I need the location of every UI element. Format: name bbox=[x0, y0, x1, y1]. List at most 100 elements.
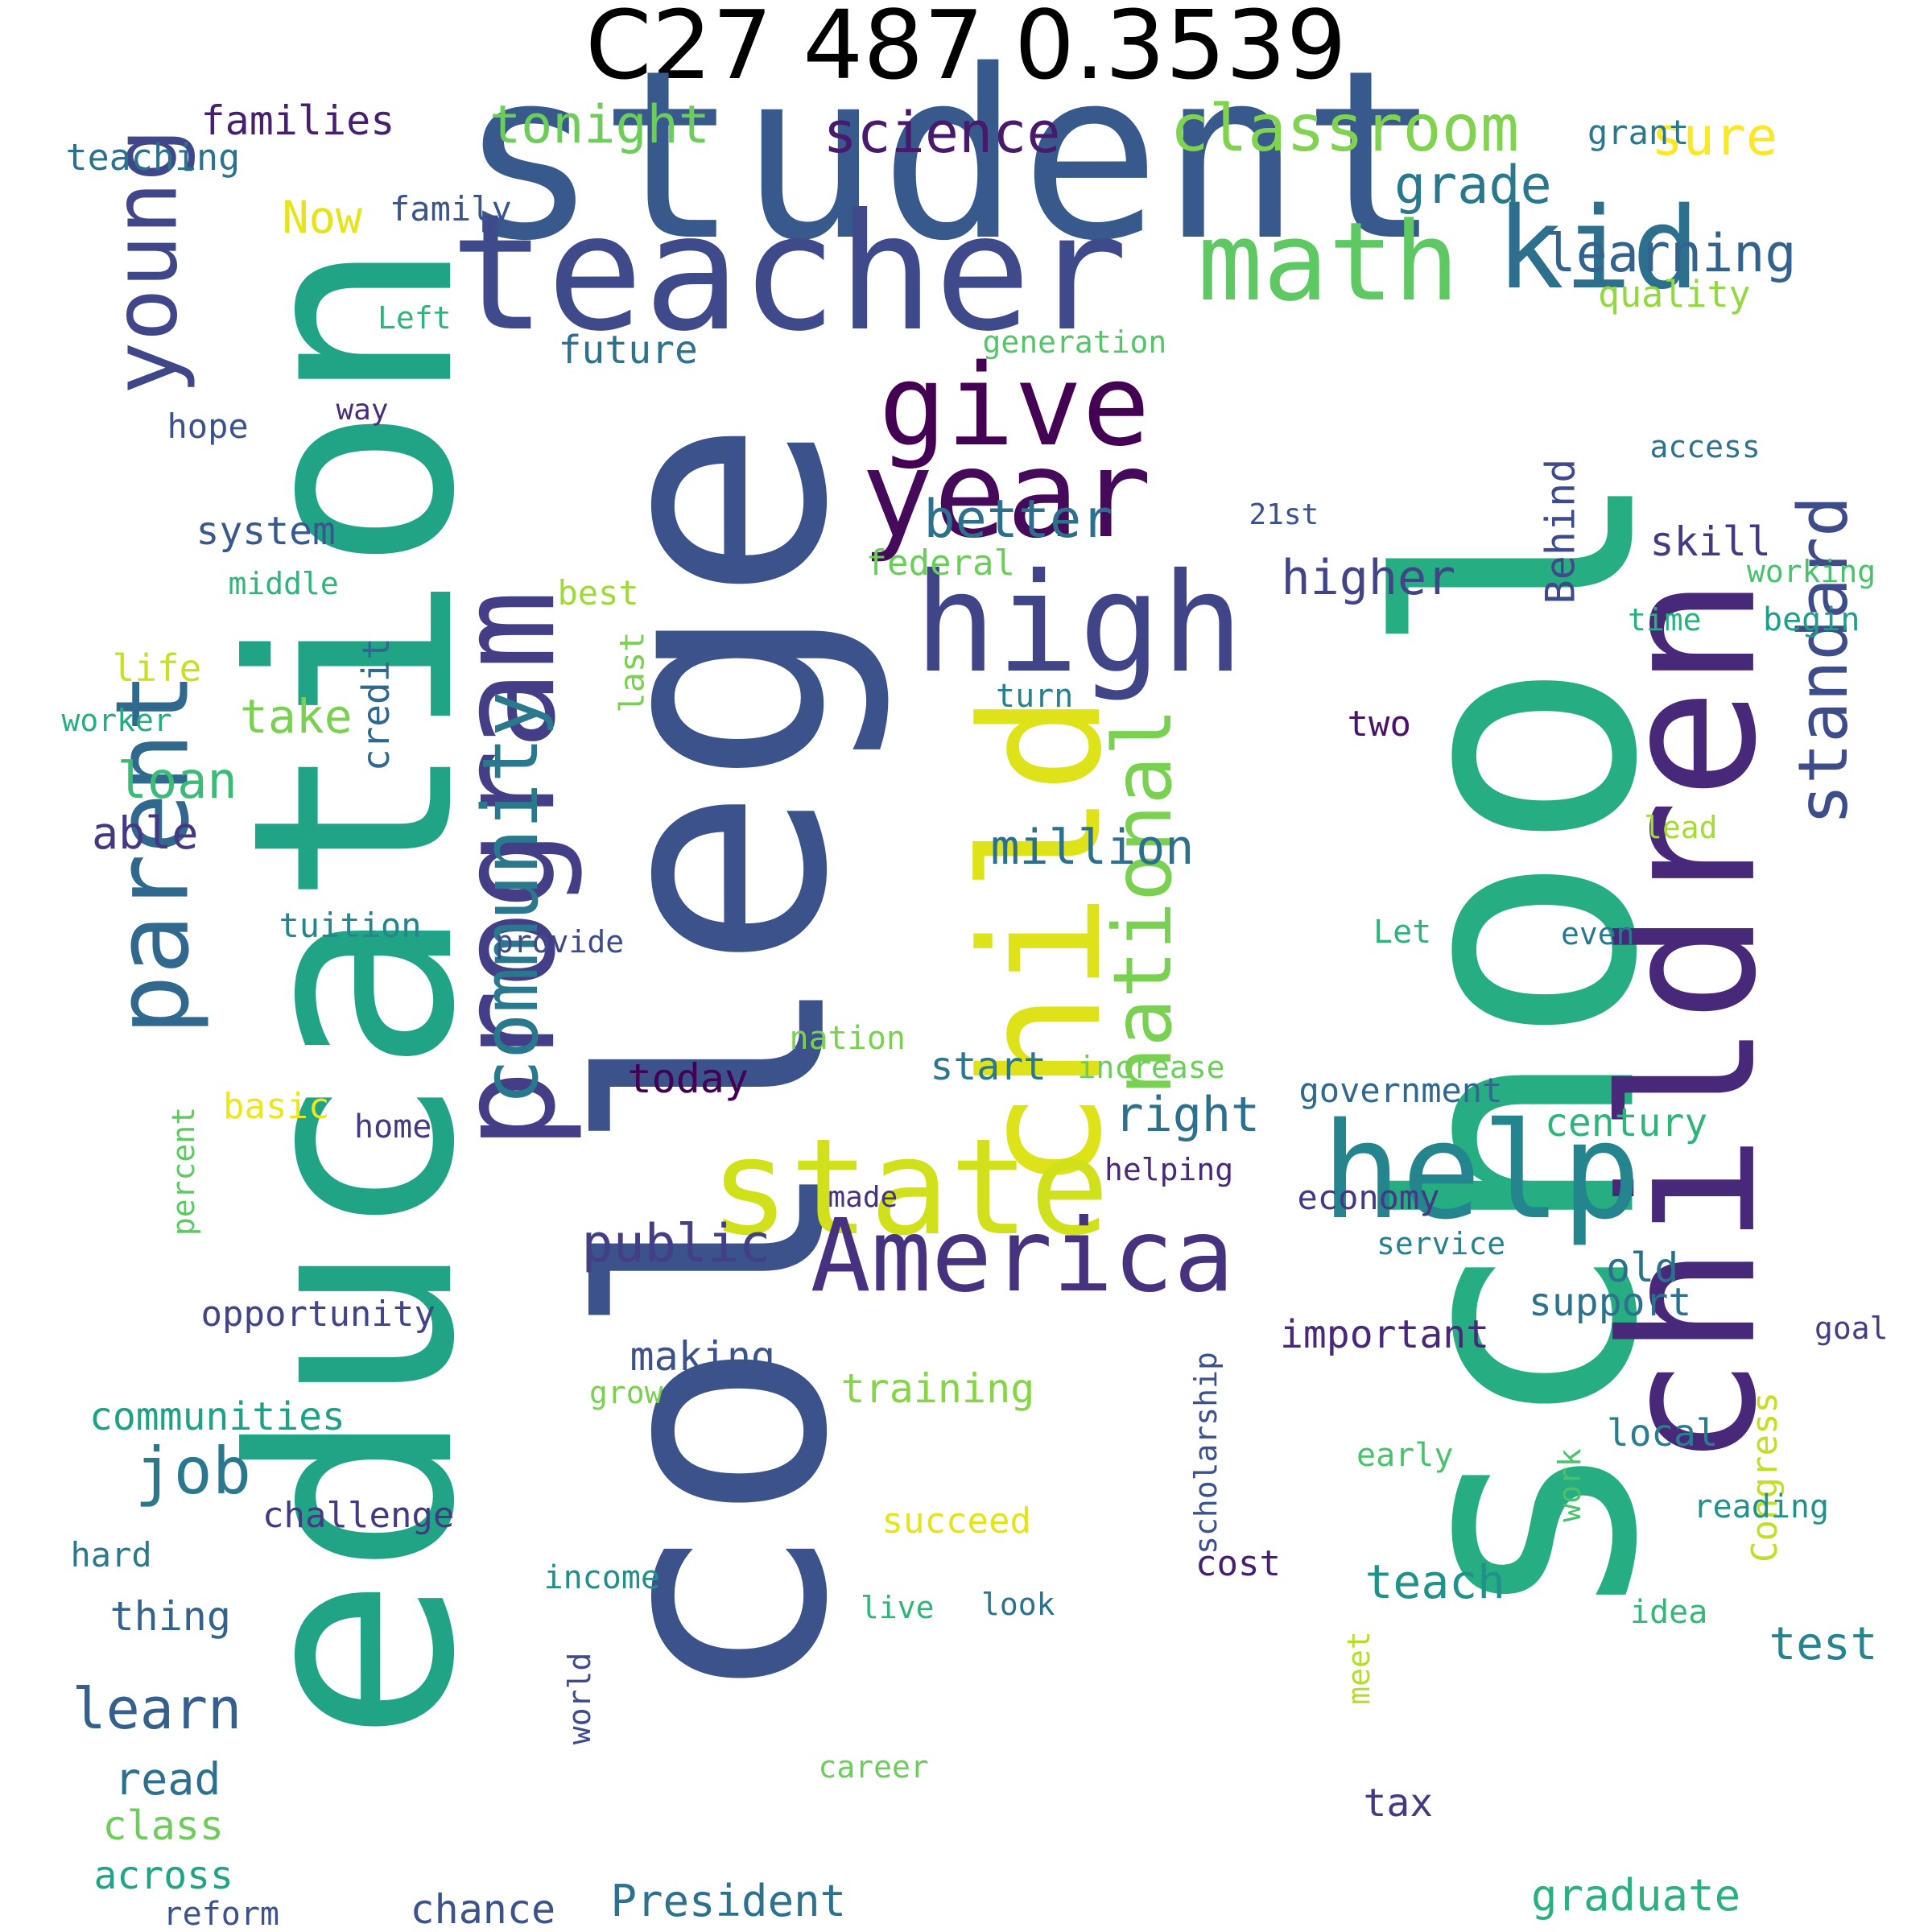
word-learning: learning bbox=[1544, 223, 1797, 284]
word-sure: sure bbox=[1651, 106, 1778, 167]
word-standard: standard bbox=[1783, 495, 1864, 825]
word-percent: percent bbox=[166, 1106, 202, 1236]
word-president: President bbox=[610, 1876, 847, 1926]
word-hope: hope bbox=[167, 407, 249, 446]
word-quality: quality bbox=[1598, 272, 1751, 316]
word-help: help bbox=[1321, 1093, 1641, 1249]
word-hard: hard bbox=[70, 1535, 152, 1575]
word-best: best bbox=[557, 573, 639, 613]
word-test: test bbox=[1769, 1618, 1878, 1670]
word-century: century bbox=[1545, 1100, 1708, 1146]
word-let: Let bbox=[1373, 914, 1432, 951]
word-two: two bbox=[1347, 704, 1411, 745]
word-service: service bbox=[1377, 1226, 1506, 1261]
word-last: last bbox=[612, 631, 652, 713]
word-working: working bbox=[1747, 554, 1876, 589]
word-middle: middle bbox=[228, 566, 339, 601]
word-teach: teach bbox=[1364, 1554, 1506, 1609]
word-chance: chance bbox=[410, 1886, 556, 1932]
word-challenge: challenge bbox=[262, 1495, 455, 1536]
word-left: Left bbox=[378, 300, 452, 336]
word-grow: grow bbox=[589, 1375, 663, 1410]
word-job: job bbox=[134, 1434, 252, 1509]
word-community: community bbox=[466, 690, 555, 1105]
word-home: home bbox=[354, 1108, 432, 1146]
word-national: national bbox=[1095, 708, 1190, 1096]
word-scholarship: scholarship bbox=[1187, 1352, 1224, 1554]
word-teacher: teacher bbox=[449, 180, 1129, 367]
word-early: early bbox=[1356, 1437, 1454, 1474]
word-america: America bbox=[810, 1197, 1235, 1315]
word-classroom: classroom bbox=[1170, 91, 1519, 166]
word-start: start bbox=[930, 1044, 1047, 1089]
word-goal: goal bbox=[1814, 1311, 1889, 1346]
word-future: future bbox=[558, 328, 698, 373]
word-higher: higher bbox=[1281, 550, 1456, 606]
word-math: math bbox=[1197, 198, 1459, 325]
word-able: able bbox=[92, 807, 199, 859]
word-world: world bbox=[562, 1652, 598, 1745]
figure-title: C27 487 0.3539 bbox=[585, 0, 1347, 101]
word-reform: reform bbox=[163, 1896, 280, 1932]
word-state: state bbox=[709, 1109, 1110, 1265]
word-class: class bbox=[102, 1802, 225, 1849]
word-provide: provide bbox=[495, 924, 625, 960]
word-economy: economy bbox=[1297, 1178, 1440, 1217]
word-income: income bbox=[543, 1559, 661, 1596]
word-made: made bbox=[828, 1181, 898, 1214]
word-grade: grade bbox=[1394, 155, 1552, 216]
word-loan: loan bbox=[117, 751, 237, 810]
word-nation: nation bbox=[789, 1020, 906, 1057]
word-system: system bbox=[196, 509, 336, 554]
word-idea: idea bbox=[1630, 1594, 1708, 1631]
word-tuition: tuition bbox=[279, 906, 422, 945]
word-communities: communities bbox=[89, 1394, 345, 1439]
word-thing: thing bbox=[109, 1593, 232, 1640]
word-year: year bbox=[861, 425, 1152, 565]
word-worker: worker bbox=[61, 703, 172, 738]
word-government: government bbox=[1298, 1071, 1503, 1110]
word-student: student bbox=[458, 21, 1443, 292]
word-learn: learn bbox=[72, 1676, 242, 1742]
word-million: million bbox=[990, 819, 1195, 876]
word-credit: credit bbox=[354, 637, 398, 772]
word-access: access bbox=[1649, 429, 1761, 464]
word-graduate: graduate bbox=[1531, 1870, 1741, 1921]
word-skill: skill bbox=[1649, 518, 1772, 565]
word-support: support bbox=[1529, 1280, 1692, 1325]
word-old: old bbox=[1606, 1245, 1679, 1291]
word-congress: Congress bbox=[1744, 1392, 1785, 1563]
word-21st: 21st bbox=[1249, 498, 1319, 531]
word-now: Now bbox=[282, 191, 362, 243]
word-work: work bbox=[1551, 1448, 1587, 1522]
word-meet: meet bbox=[1340, 1631, 1377, 1705]
word-local: local bbox=[1607, 1411, 1719, 1455]
word-science: science bbox=[823, 100, 1061, 166]
word-turn: turn bbox=[996, 678, 1074, 715]
word-kid: kid bbox=[1496, 184, 1700, 315]
word-better: better bbox=[923, 489, 1113, 550]
word-opportunity: opportunity bbox=[200, 1294, 436, 1335]
word-succeed: succeed bbox=[881, 1501, 1031, 1542]
word-look: look bbox=[981, 1587, 1055, 1622]
word-teaching: teaching bbox=[65, 135, 241, 179]
word-federal: federal bbox=[865, 543, 1015, 584]
word-career: career bbox=[818, 1749, 929, 1785]
word-across: across bbox=[93, 1853, 233, 1898]
word-time: time bbox=[1628, 602, 1702, 638]
word-helping: helping bbox=[1104, 1152, 1234, 1187]
word-children: children bbox=[1582, 576, 1798, 1468]
word-grant: grant bbox=[1587, 113, 1690, 152]
word-family: family bbox=[390, 189, 512, 229]
word-training: training bbox=[840, 1365, 1035, 1412]
word-high: high bbox=[914, 544, 1244, 704]
word-reading: reading bbox=[1693, 1488, 1830, 1525]
word-tonight: tonight bbox=[489, 94, 710, 155]
word-take: take bbox=[240, 689, 353, 744]
word-today: today bbox=[627, 1055, 749, 1102]
word-important: important bbox=[1280, 1312, 1490, 1357]
word-making: making bbox=[630, 1333, 776, 1380]
word-right: right bbox=[1114, 1087, 1261, 1143]
word-life: life bbox=[112, 646, 202, 690]
